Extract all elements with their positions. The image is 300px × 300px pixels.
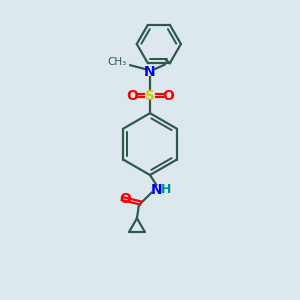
Text: O: O <box>119 192 131 206</box>
Text: N: N <box>144 65 156 79</box>
Text: O: O <box>126 88 138 103</box>
Text: CH₃: CH₃ <box>107 57 127 67</box>
Text: O: O <box>162 88 174 103</box>
Text: N: N <box>151 183 162 197</box>
Text: S: S <box>145 88 155 103</box>
Text: H: H <box>161 183 171 196</box>
